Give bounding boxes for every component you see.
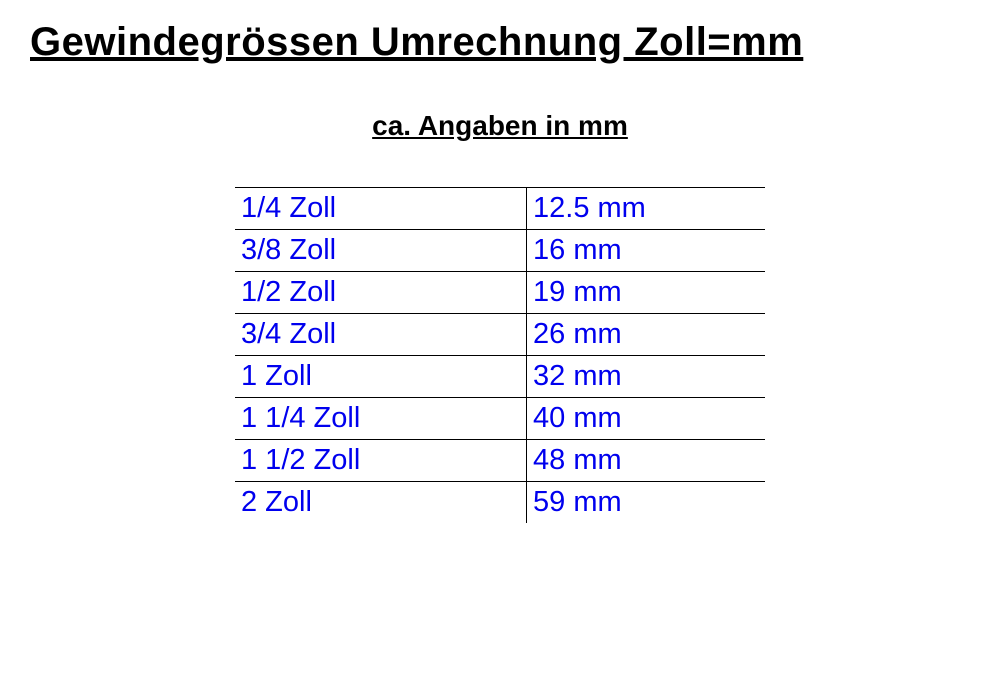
table-row: 1 1/2 Zoll 48 mm xyxy=(235,440,765,482)
table-row: 1 Zoll 32 mm xyxy=(235,356,765,398)
page-subtitle: ca. Angaben in mm xyxy=(30,110,970,142)
cell-mm: 59 mm xyxy=(527,482,766,524)
cell-mm: 32 mm xyxy=(527,356,766,398)
cell-zoll: 3/8 Zoll xyxy=(235,230,527,272)
cell-zoll: 1 Zoll xyxy=(235,356,527,398)
table-row: 1/4 Zoll 12.5 mm xyxy=(235,188,765,230)
conversion-table: 1/4 Zoll 12.5 mm 3/8 Zoll 16 mm 1/2 Zoll… xyxy=(235,187,765,523)
cell-zoll: 1/4 Zoll xyxy=(235,188,527,230)
cell-zoll: 1 1/2 Zoll xyxy=(235,440,527,482)
cell-mm: 26 mm xyxy=(527,314,766,356)
table-row: 1/2 Zoll 19 mm xyxy=(235,272,765,314)
cell-zoll: 3/4 Zoll xyxy=(235,314,527,356)
page-title: Gewindegrössen Umrechnung Zoll=mm xyxy=(30,20,970,65)
cell-mm: 40 mm xyxy=(527,398,766,440)
cell-mm: 12.5 mm xyxy=(527,188,766,230)
cell-zoll: 1 1/4 Zoll xyxy=(235,398,527,440)
table-container: 1/4 Zoll 12.5 mm 3/8 Zoll 16 mm 1/2 Zoll… xyxy=(30,187,970,523)
cell-zoll: 2 Zoll xyxy=(235,482,527,524)
cell-mm: 16 mm xyxy=(527,230,766,272)
table-row: 1 1/4 Zoll 40 mm xyxy=(235,398,765,440)
cell-mm: 48 mm xyxy=(527,440,766,482)
table-row: 3/8 Zoll 16 mm xyxy=(235,230,765,272)
cell-mm: 19 mm xyxy=(527,272,766,314)
cell-zoll: 1/2 Zoll xyxy=(235,272,527,314)
table-row: 2 Zoll 59 mm xyxy=(235,482,765,524)
table-row: 3/4 Zoll 26 mm xyxy=(235,314,765,356)
